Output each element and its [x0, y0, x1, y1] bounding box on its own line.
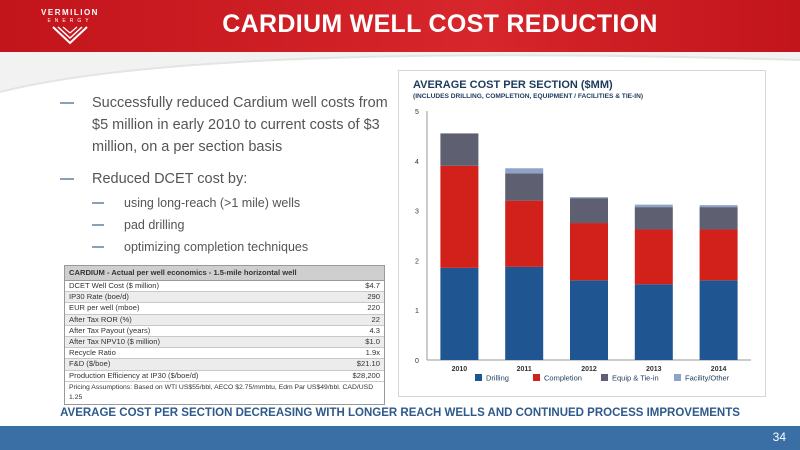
row-label: DCET Well Cost ($ million) — [69, 281, 160, 290]
bar-segment-facility-other — [570, 197, 608, 199]
legend-swatch — [533, 374, 540, 381]
table-row: Production Efficiency at IP30 ($/boe/d) $… — [65, 371, 384, 382]
bar-segment-facility-other — [699, 205, 738, 208]
chart-panel: 0 1 2 3 4 5 2010 2011 2012 2013 2014 Drilling Comple… — [398, 70, 766, 397]
bar-segment-drilling — [570, 280, 608, 360]
row-value: $4.7 — [365, 281, 380, 290]
row-label: IP30 Rate (boe/d) — [69, 292, 129, 302]
legend-swatch — [601, 374, 608, 381]
page-number: 34 — [772, 430, 786, 444]
row-label: After Tax Payout (years) — [69, 325, 151, 335]
y-tick-label: 0 — [415, 358, 419, 365]
bar-segment-equip-tie-in — [634, 207, 673, 230]
bar-segment-drilling — [699, 280, 738, 360]
logo-chevron-icon — [52, 26, 88, 45]
economics-table: CARDIUM - Actual per well economics - 1.… — [64, 265, 385, 405]
sub-bullet-text: using long-reach (>1 mile) wells — [124, 196, 301, 210]
y-tick-label: 4 — [415, 159, 419, 166]
x-tick-label: 2011 — [517, 366, 532, 373]
bar-segment-completion — [440, 165, 479, 268]
sub-bullet-text: pad drilling — [124, 218, 185, 232]
table-row: After Tax ROR (%) 22 — [65, 314, 384, 326]
row-value: 22 — [371, 314, 380, 324]
slide-title: CARDIUM WELL COST REDUCTION — [222, 10, 658, 38]
bullet-item: Reduced DCET cost by: — [60, 168, 390, 190]
table-row: After Tax NPV10 ($ million) $1.0 — [65, 336, 384, 349]
row-value: 290 — [367, 292, 380, 302]
row-label: EUR per well (mboe) — [69, 303, 140, 313]
legend-label: Drilling — [486, 374, 509, 383]
row-label: F&D ($/boe) — [69, 359, 111, 369]
bar-segment-facility-other — [505, 168, 544, 174]
x-tick-label: 2012 — [581, 366, 597, 373]
row-label: Recycle Ratio — [69, 348, 116, 358]
bar-segment-equip-tie-in — [505, 173, 544, 201]
table-row: After Tax Payout (years) 4.3 — [65, 326, 384, 337]
table-row: DCET Well Cost ($ million) $4.7 — [65, 281, 384, 293]
row-value: 220 — [367, 303, 380, 313]
row-value: $1.0 — [365, 336, 380, 346]
bullet-text: Successfully reduced Cardium well costs … — [92, 95, 388, 155]
row-label: After Tax ROR (%) — [69, 314, 132, 324]
bar-segment-drilling — [440, 267, 479, 360]
row-value: $28,200 — [352, 370, 380, 380]
y-tick-label: 5 — [415, 109, 419, 116]
legend-label: Completion — [544, 374, 582, 383]
bar-segment-equip-tie-in — [699, 207, 738, 230]
footer-bar — [0, 426, 800, 450]
row-value: $21.10 — [356, 359, 380, 369]
sub-bullet-text: optimizing completion techniques — [124, 240, 309, 254]
dash-icon — [92, 246, 104, 248]
bar-segment-drilling — [634, 284, 673, 360]
table-row: Recycle Ratio 1.9x — [65, 348, 384, 360]
sub-bullet-item: optimizing completion techniques — [92, 236, 390, 258]
dash-icon — [92, 202, 104, 204]
summary-banner: AVERAGE COST PER SECTION DECREASING WITH… — [60, 407, 740, 419]
y-tick-label: 3 — [415, 209, 419, 216]
bar-segment-equip-tie-in — [440, 133, 479, 166]
bar-segment-completion — [634, 229, 673, 285]
row-value: 1.9x — [365, 348, 380, 358]
legend-swatch — [674, 374, 681, 381]
legend-label: Equip & Tie-in — [612, 374, 659, 383]
bar-segment-equip-tie-in — [570, 198, 608, 224]
bar-segment-completion — [505, 200, 544, 267]
logo-name: VERMILION — [41, 8, 99, 17]
table-body: DCET Well Cost ($ million) $4.7 IP30 Rate … — [65, 281, 384, 382]
table-footnote: Pricing Assumptions: Based on WTI US$55/… — [69, 383, 374, 401]
x-tick-label: 2010 — [452, 366, 468, 373]
table-row: EUR per well (mboe) 220 — [65, 303, 384, 315]
table-row: IP30 Rate (boe/d) 290 — [65, 292, 384, 304]
legend-swatch — [475, 374, 482, 381]
cost-chart: 0 1 2 3 4 5 2010 2011 2012 2013 2014 Drilling Comple… — [415, 109, 751, 383]
bar-segment-drilling — [505, 266, 544, 360]
table-row: F&D ($/boe) $21.10 — [65, 359, 384, 371]
bar-segment-facility-other — [634, 204, 673, 208]
row-label: After Tax NPV10 ($ million) — [69, 336, 161, 346]
dash-icon — [60, 178, 74, 180]
header-bar: VERMILION ENERGY CARDIUM WELL COST REDUC… — [0, 0, 800, 52]
chart-subtitle: (INCLUDES DRILLING, COMPLETION, EQUIPMEN… — [413, 93, 644, 100]
bullet-item: Successfully reduced Cardium well costs … — [60, 92, 390, 158]
x-tick-label: 2014 — [711, 366, 727, 373]
bar-segment-completion — [570, 223, 608, 281]
bar-segment-completion — [699, 229, 738, 281]
dash-icon — [60, 102, 74, 104]
chart-title: AVERAGE COST PER SECTION ($MM) — [413, 79, 613, 91]
row-value: 4.3 — [369, 325, 380, 335]
logo-sub: ENERGY — [47, 18, 93, 24]
vermilion-logo: VERMILION ENERGY — [30, 8, 110, 48]
table-title: CARDIUM - Actual per well economics - 1.… — [65, 266, 384, 281]
legend-label: Facility/Other — [685, 374, 730, 383]
x-tick-label: 2013 — [646, 366, 662, 373]
y-tick-label: 2 — [415, 258, 419, 265]
y-tick-label: 1 — [415, 308, 419, 315]
bullet-text: Reduced DCET cost by: — [92, 171, 248, 187]
sub-bullet-item: using long-reach (>1 mile) wells — [92, 192, 390, 214]
row-label: Production Efficiency at IP30 ($/boe/d) — [69, 370, 199, 380]
sub-bullet-item: pad drilling — [92, 214, 390, 236]
dash-icon — [92, 224, 104, 226]
bullet-list: Successfully reduced Cardium well costs … — [60, 92, 390, 258]
